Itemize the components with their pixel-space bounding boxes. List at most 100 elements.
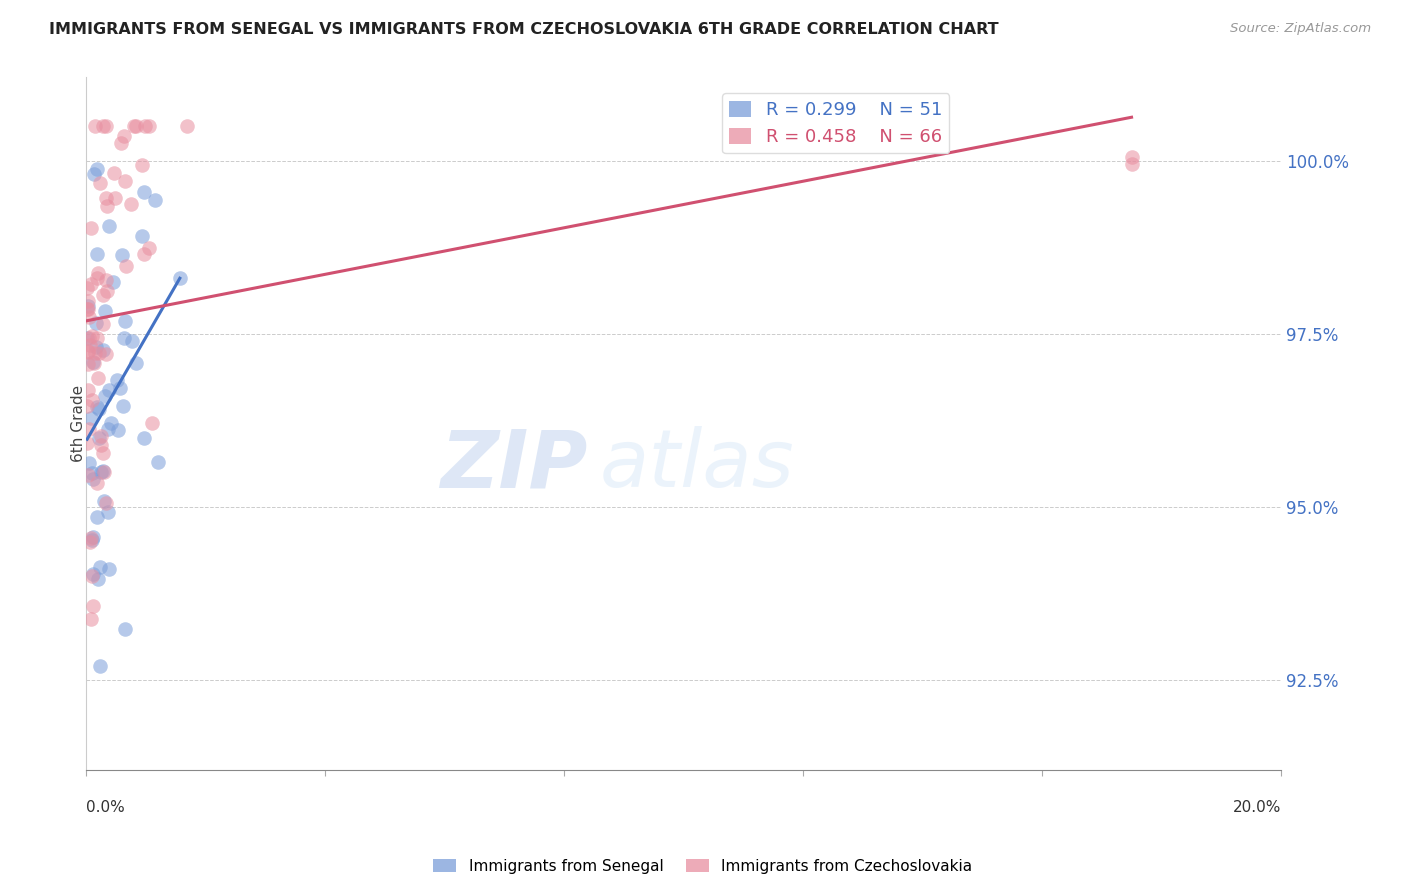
- Text: 0.0%: 0.0%: [86, 800, 125, 815]
- Point: [86, 331, 108, 345]
- Point: [104, 191, 127, 205]
- Point: [87, 402, 110, 417]
- Point: [98, 562, 121, 576]
- Point: [100, 417, 122, 431]
- Point: [94, 190, 117, 204]
- Point: [93, 465, 115, 479]
- Point: [134, 186, 156, 200]
- Point: [86, 475, 108, 490]
- Point: [97, 384, 120, 398]
- Point: [120, 197, 142, 211]
- Point: [79, 411, 101, 425]
- Point: [77, 345, 100, 359]
- Point: [97, 506, 120, 520]
- Point: [82, 472, 104, 486]
- Point: [124, 119, 146, 133]
- Point: [89, 345, 111, 359]
- Point: [105, 373, 128, 387]
- Point: [1121, 150, 1143, 164]
- Point: [82, 567, 104, 582]
- Point: [112, 129, 135, 144]
- Point: [84, 316, 107, 330]
- Point: [80, 568, 103, 582]
- Point: [79, 338, 101, 352]
- Text: IMMIGRANTS FROM SENEGAL VS IMMIGRANTS FROM CZECHOSLOVAKIA 6TH GRADE CORRELATION : IMMIGRANTS FROM SENEGAL VS IMMIGRANTS FR…: [49, 22, 998, 37]
- Text: atlas: atlas: [599, 426, 794, 505]
- Point: [83, 119, 105, 133]
- Point: [83, 167, 105, 181]
- Point: [79, 310, 101, 324]
- Point: [90, 465, 112, 479]
- Legend: Immigrants from Senegal, Immigrants from Czechoslovakia: Immigrants from Senegal, Immigrants from…: [427, 853, 979, 880]
- Point: [114, 331, 136, 345]
- Point: [77, 331, 100, 345]
- Point: [80, 392, 103, 407]
- Point: [141, 416, 163, 430]
- Point: [91, 446, 114, 460]
- Point: [143, 193, 166, 207]
- Point: [91, 288, 114, 302]
- Point: [89, 176, 111, 190]
- Point: [82, 354, 104, 368]
- Point: [79, 531, 101, 545]
- Point: [86, 247, 108, 261]
- Point: [86, 400, 108, 414]
- Point: [86, 271, 108, 285]
- Point: [94, 496, 117, 510]
- Point: [148, 455, 170, 469]
- Point: [138, 241, 160, 255]
- Point: [80, 328, 103, 343]
- Point: [91, 464, 114, 478]
- Point: [83, 346, 105, 360]
- Point: [80, 221, 103, 235]
- Point: [96, 199, 118, 213]
- Point: [110, 136, 132, 151]
- Point: [76, 399, 98, 413]
- Point: [80, 612, 103, 626]
- Point: [121, 334, 143, 348]
- Point: [77, 456, 100, 470]
- Point: [94, 273, 117, 287]
- Point: [76, 383, 98, 397]
- Point: [107, 423, 129, 437]
- Point: [131, 228, 153, 243]
- Point: [76, 358, 98, 372]
- Point: [76, 301, 98, 316]
- Point: [97, 219, 120, 233]
- Point: [114, 622, 136, 636]
- Point: [87, 266, 110, 280]
- Point: [79, 535, 101, 549]
- Point: [80, 277, 103, 291]
- Point: [91, 119, 114, 133]
- Point: [83, 356, 105, 370]
- Point: [134, 431, 156, 445]
- Point: [93, 494, 115, 508]
- Point: [86, 161, 108, 176]
- Point: [103, 166, 125, 180]
- Point: [96, 119, 118, 133]
- Point: [111, 399, 134, 413]
- Point: [80, 467, 103, 481]
- Point: [124, 356, 146, 370]
- Point: [93, 317, 115, 331]
- Point: [77, 293, 100, 308]
- Text: 20.0%: 20.0%: [1233, 800, 1281, 815]
- Point: [94, 347, 117, 361]
- Point: [115, 260, 138, 274]
- Y-axis label: 6th Grade: 6th Grade: [72, 385, 86, 462]
- Legend: R = 0.299    N = 51, R = 0.458    N = 66: R = 0.299 N = 51, R = 0.458 N = 66: [723, 94, 949, 153]
- Point: [1121, 157, 1143, 171]
- Point: [169, 271, 191, 285]
- Point: [90, 438, 112, 452]
- Point: [103, 275, 125, 289]
- Point: [77, 422, 100, 436]
- Point: [122, 119, 145, 133]
- Point: [77, 467, 100, 482]
- Point: [134, 119, 156, 133]
- Text: ZIP: ZIP: [440, 426, 588, 505]
- Point: [138, 119, 160, 133]
- Point: [89, 559, 111, 574]
- Point: [93, 343, 115, 358]
- Point: [77, 299, 100, 313]
- Point: [108, 381, 131, 395]
